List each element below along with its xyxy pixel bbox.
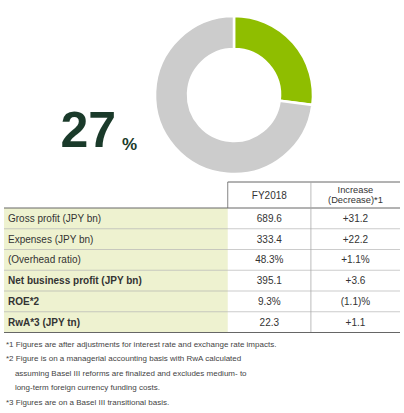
row-label: ROE*2: [8, 296, 40, 307]
row-separator: [4, 291, 400, 292]
row-background: [4, 291, 228, 312]
cell-value: 333.4: [257, 234, 282, 245]
column-header-line: Increase: [338, 185, 374, 195]
row-background: [4, 312, 228, 333]
header-bottom-line: [4, 208, 400, 209]
row-label: Expenses (JPY bn): [8, 234, 93, 245]
cell-change: +22.2: [343, 234, 369, 245]
cell-value: 395.1: [257, 275, 282, 286]
row-background: [4, 229, 228, 250]
row-separator: [4, 311, 400, 312]
cell-value: 48.3%: [255, 254, 283, 265]
cell-change: +1.1%: [341, 254, 370, 265]
row-label: (Overhead ratio): [8, 254, 81, 265]
cell-change: +3.6: [346, 275, 366, 286]
column-header: FY2018: [252, 190, 287, 201]
footnote: *1 Figures are after adjustments for int…: [6, 340, 276, 349]
row-background: [4, 208, 228, 229]
table: FY2018 Increase(Decrease)*1 Gross profit (…: [4, 182, 400, 333]
footnote: *3 Figures are on a Basel III transition…: [6, 398, 169, 407]
cell-value: 9.3%: [258, 296, 281, 307]
cell-value: 689.6: [257, 213, 282, 224]
row-label: Gross profit (JPY bn): [8, 213, 101, 224]
table-bottom-line: [4, 332, 400, 333]
footnote: assuming Basel III reforms are finalized…: [6, 369, 247, 378]
row-label: RwA*3 (JPY tn): [8, 317, 80, 328]
column-header: Increase(Decrease)*1: [328, 185, 383, 206]
cell-change: +1.1: [346, 317, 366, 328]
row-background: [4, 270, 228, 291]
background: [0, 0, 404, 413]
header-top-line: [228, 182, 400, 183]
percentage-value: 27: [60, 102, 116, 158]
donut-slice: [234, 16, 313, 105]
row-separator: [4, 249, 400, 250]
footnote: *2 Figure is on a managerial accounting …: [6, 354, 241, 363]
donut-slice: [155, 16, 312, 174]
donut: [155, 16, 313, 174]
row-separator: [4, 228, 400, 229]
column-header-line: FY2018: [252, 190, 287, 201]
column-header-line: (Decrease)*1: [328, 195, 383, 205]
footnote: long-term foreign currency funding costs…: [6, 383, 160, 392]
cell-change: (1.1)%: [341, 296, 371, 307]
row-background: [4, 250, 228, 271]
cell-change: +31.2: [343, 213, 369, 224]
footnotes: *1 Figures are after adjustments for int…: [6, 340, 276, 407]
row-label: Net business profit (JPY bn): [8, 275, 142, 286]
header-divider: [227, 182, 228, 208]
row-separator: [4, 270, 400, 271]
figure: 27% FY2018 Increase(Decrease)*1 Gross profi…: [0, 0, 404, 413]
percentage-symbol: %: [122, 135, 137, 154]
cell-value: 22.3: [260, 317, 280, 328]
column-divider: [310, 182, 311, 333]
